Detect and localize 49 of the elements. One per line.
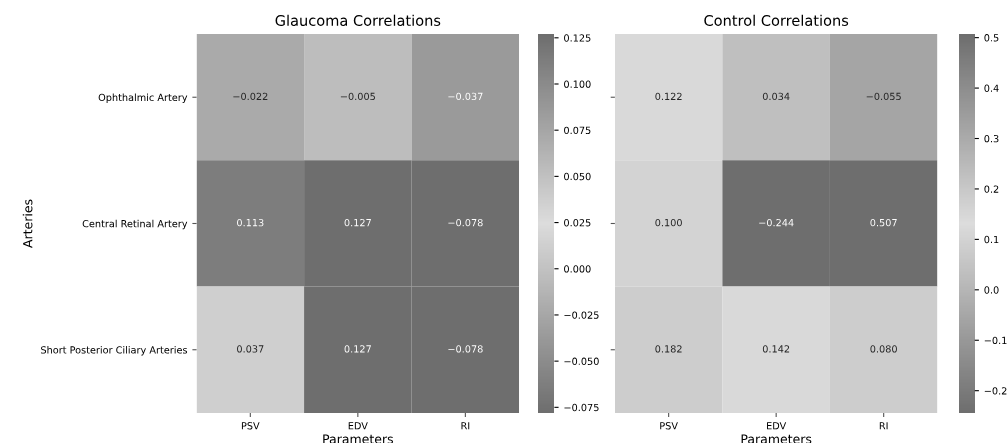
- color-bar-label: 0.3: [984, 134, 999, 143]
- data-label: −0.244: [759, 218, 794, 227]
- data-label: 0.142: [762, 345, 790, 353]
- color-bar-label: −0.1: [984, 336, 1007, 345]
- color-bar-label: 0.075: [564, 126, 591, 135]
- color-bar-label: 0.4: [984, 84, 999, 92]
- data-label: −0.078: [448, 218, 483, 227]
- x-tick-label: RI: [879, 422, 888, 430]
- color-bar-label: −0.075: [564, 403, 599, 412]
- data-label: 0.034: [762, 92, 790, 101]
- color-bar-label: 0.0: [984, 286, 999, 294]
- data-label: 0.080: [870, 345, 897, 353]
- data-label: 0.113: [237, 218, 264, 227]
- chart-title: Control Correlations: [704, 14, 849, 26]
- color-bar-label: 0.2: [984, 185, 999, 193]
- x-tick-label: PSV: [241, 422, 260, 430]
- y-axis-title: Arteries: [22, 199, 33, 248]
- data-label: −0.055: [866, 92, 901, 101]
- y-tick-label: Central Retinal Artery: [82, 219, 188, 230]
- data-label: 0.100: [655, 218, 682, 227]
- color-bar-label: −0.2: [984, 387, 1007, 395]
- x-tick-label: EDV: [348, 422, 368, 430]
- color-bar-label: 0.5: [984, 34, 999, 42]
- y-tick-label: Ophthalmic Artery: [98, 93, 188, 103]
- x-tick-label: EDV: [767, 422, 787, 430]
- data-label: 0.122: [655, 92, 682, 101]
- color-bar-label: 0.125: [564, 34, 591, 42]
- x-tick-label: RI: [461, 422, 470, 430]
- data-label: 0.507: [870, 218, 897, 227]
- y-tick-label: Short Posterior Ciliary Arteries: [41, 346, 188, 356]
- x-axis-title: Parameters: [323, 434, 393, 443]
- data-label: −0.005: [340, 92, 375, 101]
- data-label: −0.037: [448, 92, 483, 101]
- x-tick-label: PSV: [660, 422, 678, 430]
- color-bar-label: −0.050: [564, 357, 599, 365]
- color-bar-label: 0.000: [564, 265, 591, 273]
- data-label: −0.078: [448, 345, 483, 353]
- color-bar-label: −0.025: [564, 311, 599, 319]
- chart-title: Glaucoma Correlations: [275, 14, 441, 26]
- data-label: 0.037: [237, 345, 264, 353]
- data-label: 0.182: [655, 345, 682, 353]
- data-label: 0.127: [344, 218, 371, 227]
- color-bar-label: 0.025: [564, 219, 591, 227]
- data-label: 0.127: [344, 345, 371, 353]
- color-bar-label: 0.100: [564, 80, 591, 88]
- x-axis-title: Parameters: [741, 434, 812, 443]
- color-bar-label: 0.1: [984, 235, 999, 244]
- data-label: −0.022: [233, 92, 268, 101]
- color-bar-label: 0.050: [564, 172, 591, 181]
